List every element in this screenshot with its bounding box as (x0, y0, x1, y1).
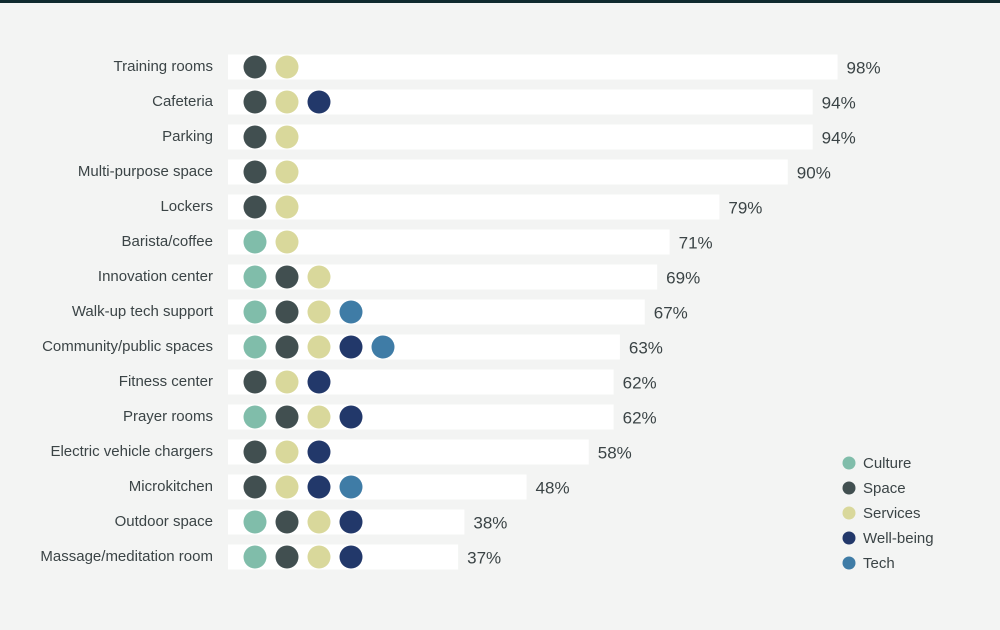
tag-dot (307, 545, 331, 569)
tag-dot (243, 265, 267, 289)
tag-dot (243, 125, 267, 149)
category-label: Training rooms (114, 58, 213, 75)
legend-swatch (842, 456, 856, 470)
value-label: 90% (797, 163, 831, 182)
bar (228, 54, 838, 80)
value-label: 98% (847, 58, 881, 77)
tag-dot (275, 55, 299, 79)
tag-dot (243, 335, 267, 359)
tag-dot (243, 195, 267, 219)
value-label: 67% (654, 303, 688, 322)
tag-dot (243, 475, 267, 499)
tag-dot (275, 90, 299, 114)
tag-dot (275, 510, 299, 534)
tag-dot (243, 370, 267, 394)
tag-dot (243, 440, 267, 464)
tag-dot (275, 125, 299, 149)
category-label: Lockers (160, 198, 213, 215)
category-label: Microkitchen (129, 478, 213, 495)
category-label: Parking (162, 128, 213, 145)
tag-dot (307, 405, 331, 429)
value-label: 37% (467, 548, 501, 567)
tag-dot (275, 160, 299, 184)
tag-dot (275, 195, 299, 219)
tag-dot (243, 160, 267, 184)
tag-dot (243, 510, 267, 534)
value-label: 38% (473, 513, 507, 532)
tag-dot (307, 265, 331, 289)
legend-label: Tech (863, 555, 895, 572)
tag-dot (371, 335, 395, 359)
tag-dot (339, 510, 363, 534)
legend-swatch (842, 506, 856, 520)
tag-dot (307, 90, 331, 114)
tag-dot (275, 300, 299, 324)
tag-dot (243, 230, 267, 254)
category-label: Outdoor space (115, 513, 213, 530)
bar (228, 264, 658, 290)
tag-dot (339, 335, 363, 359)
legend-swatch (842, 531, 856, 545)
tag-dot (275, 475, 299, 499)
category-label: Barista/coffee (122, 233, 213, 250)
category-label: Fitness center (119, 373, 213, 390)
legend-label: Culture (863, 455, 911, 472)
value-label: 71% (679, 233, 713, 252)
tag-dot (339, 405, 363, 429)
category-label: Walk-up tech support (72, 303, 214, 320)
tag-dot (275, 265, 299, 289)
tag-dot (243, 545, 267, 569)
value-label: 94% (822, 93, 856, 112)
value-label: 48% (536, 478, 570, 497)
value-label: 94% (822, 128, 856, 147)
tag-dot (307, 335, 331, 359)
tag-dot (307, 510, 331, 534)
bar (228, 474, 527, 500)
tag-dot (243, 300, 267, 324)
tag-dot (275, 370, 299, 394)
value-label: 62% (623, 373, 657, 392)
category-label: Massage/meditation room (40, 548, 213, 565)
category-label: Multi-purpose space (78, 163, 213, 180)
tag-dot (307, 370, 331, 394)
category-label: Prayer rooms (123, 408, 213, 425)
tag-dot (243, 405, 267, 429)
tag-dot (275, 545, 299, 569)
tag-dot (275, 335, 299, 359)
tag-dot (243, 55, 267, 79)
tag-dot (339, 300, 363, 324)
value-label: 69% (666, 268, 700, 287)
tag-dot (307, 475, 331, 499)
value-label: 58% (598, 443, 632, 462)
category-label: Cafeteria (152, 93, 214, 110)
tag-dot (275, 440, 299, 464)
legend-label: Well-being (863, 530, 934, 547)
value-label: 62% (623, 408, 657, 427)
bar (228, 229, 670, 255)
bar (228, 124, 813, 150)
bar (228, 159, 788, 185)
tag-dot (275, 405, 299, 429)
legend-label: Services (863, 505, 921, 522)
tag-dot (243, 90, 267, 114)
tag-dot (307, 440, 331, 464)
legend-swatch (842, 556, 856, 570)
legend-swatch (842, 481, 856, 495)
legend-label: Space (863, 480, 906, 497)
tag-dot (275, 230, 299, 254)
category-label: Electric vehicle chargers (50, 443, 213, 460)
category-label: Innovation center (98, 268, 213, 285)
tag-dot (339, 545, 363, 569)
tag-dot (307, 300, 331, 324)
category-label: Community/public spaces (42, 338, 213, 355)
value-label: 79% (728, 198, 762, 217)
top-border (0, 0, 1000, 3)
tag-dot (339, 475, 363, 499)
bar (228, 194, 720, 220)
value-label: 63% (629, 338, 663, 357)
